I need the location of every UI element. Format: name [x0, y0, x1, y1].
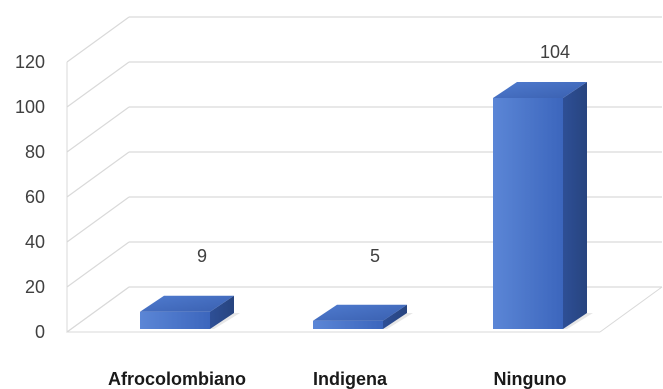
y-tick-label: 100 — [15, 97, 45, 117]
gridline-diagonal — [66, 106, 130, 153]
bar-top-face — [493, 82, 587, 98]
left-wall-edge — [66, 62, 130, 333]
x-axis-labels: Afrocolombiano Indigena Ninguno — [108, 369, 566, 389]
bar-side-face — [563, 82, 587, 329]
data-label: 104 — [540, 42, 570, 62]
y-tick-label: 40 — [25, 232, 45, 252]
data-label: 5 — [370, 246, 380, 266]
bar-front-face — [313, 320, 383, 329]
bar — [140, 295, 240, 329]
y-tick-label: 0 — [35, 322, 45, 342]
y-tick-label: 60 — [25, 187, 45, 207]
x-category-label: Indigena — [313, 369, 388, 389]
bar — [313, 304, 413, 329]
data-labels: 9 5 104 — [197, 42, 570, 266]
gridline-diagonal — [66, 16, 130, 63]
y-axis-ticks: 0 20 40 60 80 100 120 — [15, 52, 45, 342]
x-category-label: Afrocolombiano — [108, 369, 246, 389]
bars — [140, 82, 593, 329]
x-category-label: Ninguno — [494, 369, 567, 389]
y-tick-label: 80 — [25, 142, 45, 162]
y-tick-label: 20 — [25, 277, 45, 297]
bar-top-face — [140, 295, 234, 312]
bar-front-face — [140, 311, 210, 329]
gridline-diagonal — [66, 151, 130, 198]
bar — [493, 82, 593, 329]
bar-side-face — [383, 304, 407, 329]
gridline-diagonal — [66, 286, 130, 333]
bar-top-face — [313, 304, 407, 321]
bar-front-face — [493, 98, 563, 329]
gridline-diagonal — [66, 196, 130, 243]
floor-right-edge — [599, 286, 663, 333]
gridline-diagonal — [66, 61, 130, 108]
gridline-diagonal — [66, 241, 130, 288]
y-tick-label: 120 — [15, 52, 45, 72]
data-label: 9 — [197, 246, 207, 266]
bar-side-face — [210, 295, 234, 329]
